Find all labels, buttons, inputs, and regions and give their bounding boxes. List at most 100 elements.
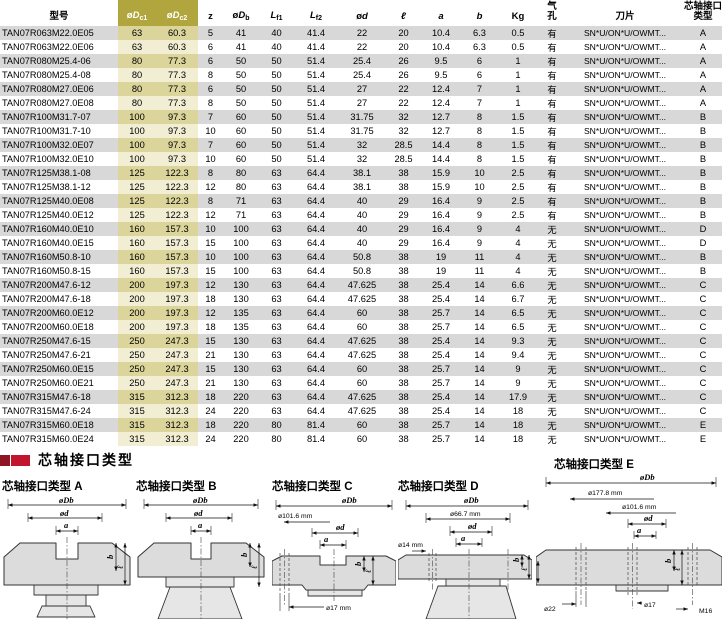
cell-kg: 9.4 bbox=[511, 349, 525, 360]
cell-z: 21 bbox=[205, 349, 216, 360]
cell-lf1: 63 bbox=[271, 293, 282, 304]
cell-d: 60 bbox=[356, 377, 368, 388]
cell-air: 无 bbox=[547, 350, 557, 361]
table-row: TAN07R100M31.7-07 100 97.3 7 60 50 51.4 31.75 32… bbox=[0, 109, 722, 124]
table-row: TAN07R200M60.0E12 200 197.3 12 135 63 64.4 60 38… bbox=[0, 305, 722, 320]
cell-db: 60 bbox=[235, 125, 247, 136]
cell-blade: SN*U/ON*U/OWMT... bbox=[583, 69, 667, 80]
cell-kg: 1.5 bbox=[511, 111, 525, 122]
cell-b: 9 bbox=[476, 223, 483, 234]
cell-db: 220 bbox=[233, 419, 249, 430]
cell-l: 26 bbox=[398, 69, 409, 80]
cell-air: 有 bbox=[547, 126, 557, 137]
cell-model: TAN07R250M60.0E15 bbox=[2, 363, 94, 374]
cell-d: 22 bbox=[356, 27, 368, 38]
cell-d: 60 bbox=[356, 363, 368, 374]
cell-air: 无 bbox=[547, 224, 557, 235]
cell-kg: 1.5 bbox=[511, 139, 525, 150]
cell-blade: SN*U/ON*U/OWMT... bbox=[583, 223, 667, 234]
table-row: TAN07R250M47.6-15 250 247.3 15 130 63 64.4 47.6… bbox=[0, 333, 722, 348]
cell-a: 25.7 bbox=[431, 307, 451, 318]
cell-air: 有 bbox=[547, 70, 557, 81]
cell-dc2: 197.3 bbox=[156, 319, 198, 334]
svg-text:ø66.7 mm: ø66.7 mm bbox=[450, 511, 481, 518]
cell-type: A bbox=[699, 97, 707, 108]
col-header-a: a bbox=[438, 11, 444, 23]
col-header-dc2: øDc2 bbox=[156, 0, 198, 26]
cell-lf1: 63 bbox=[271, 377, 282, 388]
cell-kg: 9.3 bbox=[511, 335, 525, 346]
cell-lf2: 81.4 bbox=[306, 419, 326, 430]
cell-air: 有 bbox=[547, 154, 557, 165]
cell-blade: SN*U/ON*U/OWMT... bbox=[583, 307, 667, 318]
cell-z: 5 bbox=[207, 27, 214, 38]
cell-lf2: 51.4 bbox=[306, 153, 326, 164]
cell-db: 100 bbox=[233, 237, 249, 248]
cell-db: 135 bbox=[233, 321, 249, 332]
cell-lf1: 50 bbox=[271, 83, 282, 94]
cell-d: 32 bbox=[356, 153, 368, 164]
col-header-l: ℓ bbox=[401, 11, 406, 23]
cell-db: 50 bbox=[235, 83, 247, 94]
cell-dc2: 157.3 bbox=[156, 221, 198, 236]
cell-air: 无 bbox=[547, 252, 557, 263]
cell-type: B bbox=[699, 111, 707, 122]
cell-lf2: 64.4 bbox=[306, 321, 326, 332]
cell-db: 100 bbox=[233, 251, 249, 262]
cell-lf2: 51.4 bbox=[306, 69, 326, 80]
cell-dc1: 63 bbox=[118, 39, 156, 54]
cell-l: 38 bbox=[398, 335, 409, 346]
cell-dc2: 197.3 bbox=[156, 277, 198, 292]
cell-b: 9 bbox=[476, 209, 483, 220]
cell-air: 无 bbox=[547, 434, 557, 445]
cell-d: 47.625 bbox=[347, 293, 377, 304]
cell-b: 6.3 bbox=[473, 27, 486, 38]
cell-model: TAN07R315M47.6-24 bbox=[2, 405, 91, 416]
cell-air: 无 bbox=[547, 322, 557, 333]
cell-kg: 1.5 bbox=[511, 153, 525, 164]
cell-kg: 1.5 bbox=[511, 125, 525, 136]
cell-a: 14.4 bbox=[431, 153, 451, 164]
cell-dc1: 200 bbox=[118, 277, 156, 292]
cell-l: 38 bbox=[398, 433, 409, 444]
cell-type: C bbox=[699, 335, 707, 346]
table-row: TAN07R080M25.4-06 80 77.3 6 50 50 51.4 25.4 26 9.… bbox=[0, 53, 722, 68]
cell-type: B bbox=[699, 167, 707, 178]
cell-l: 38 bbox=[398, 293, 409, 304]
cell-dc2: 157.3 bbox=[156, 235, 198, 250]
svg-text:b: b bbox=[663, 559, 673, 563]
table-row: TAN07R160M50.8-10 160 157.3 10 100 63 64.4 50.8… bbox=[0, 249, 722, 264]
cell-dc1: 80 bbox=[118, 67, 156, 82]
cell-d: 27 bbox=[356, 97, 368, 108]
cell-db: 130 bbox=[233, 349, 249, 360]
cell-a: 16.4 bbox=[431, 209, 451, 220]
cell-b: 10 bbox=[474, 167, 485, 178]
cell-z: 8 bbox=[207, 167, 214, 178]
cell-db: 71 bbox=[235, 195, 247, 206]
cell-dc2: 97.3 bbox=[156, 137, 198, 152]
cell-type: A bbox=[699, 55, 707, 66]
cell-b: 14 bbox=[474, 335, 485, 346]
cell-z: 15 bbox=[205, 265, 216, 276]
cell-kg: 4 bbox=[515, 251, 521, 262]
cell-air: 无 bbox=[547, 266, 557, 277]
cell-dc2: 60.3 bbox=[156, 39, 198, 54]
cell-b: 6 bbox=[476, 69, 483, 80]
svg-text:ød: ød bbox=[467, 521, 477, 531]
cell-air: 无 bbox=[547, 378, 557, 389]
cell-l: 20 bbox=[398, 27, 409, 38]
cell-blade: SN*U/ON*U/OWMT... bbox=[583, 349, 667, 360]
svg-text:øDb: øDb bbox=[463, 495, 479, 505]
spec-table-head: 型号 øDc1 øDc2 z øDb Lf1 Lf2 ød ℓ a b Kg 气 孔 刀片 芯轴接口 类型 bbox=[0, 0, 722, 26]
svg-text:øDb: øDb bbox=[192, 495, 208, 505]
cell-z: 12 bbox=[205, 209, 216, 220]
cell-blade: SN*U/ON*U/OWMT... bbox=[583, 321, 667, 332]
cell-d: 50.8 bbox=[352, 251, 372, 262]
cell-lf1: 63 bbox=[271, 265, 282, 276]
cell-a: 16.4 bbox=[431, 195, 451, 206]
cell-type: D bbox=[699, 237, 707, 248]
cell-type: D bbox=[699, 223, 707, 234]
cell-model: TAN07R160M40.0E10 bbox=[2, 223, 94, 234]
cell-d: 60 bbox=[356, 307, 368, 318]
cell-blade: SN*U/ON*U/OWMT... bbox=[583, 405, 667, 416]
